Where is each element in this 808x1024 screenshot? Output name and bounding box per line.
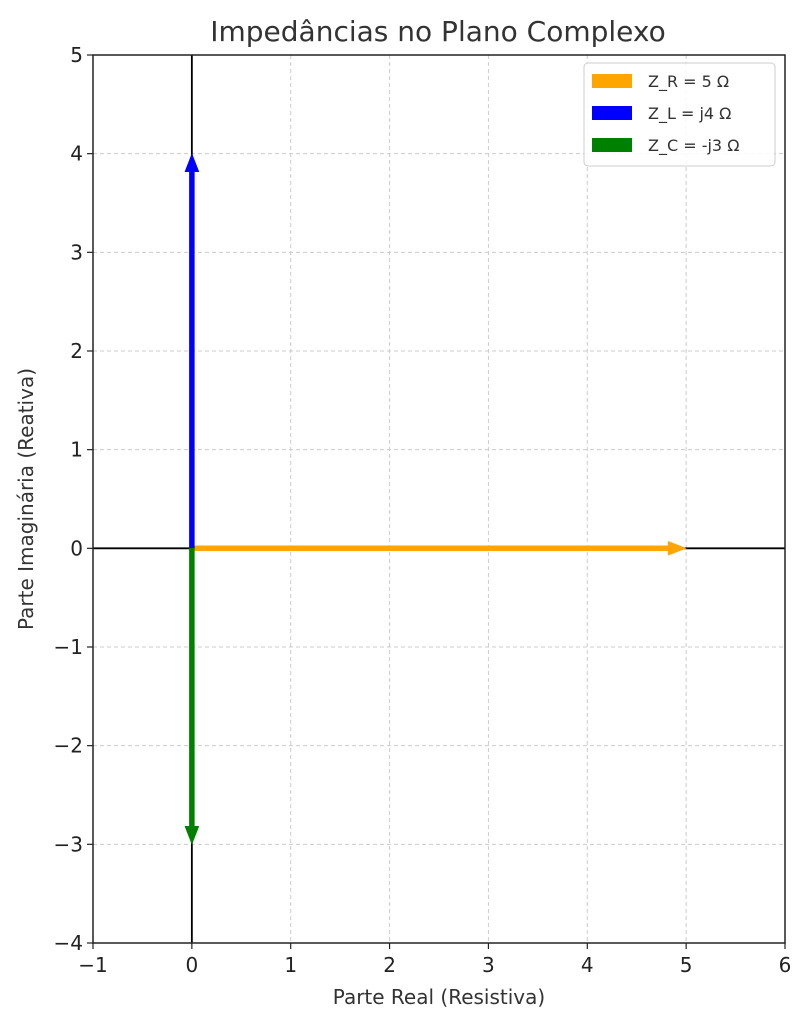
grid xyxy=(92,54,786,944)
legend-label: Z_R = 5 Ω xyxy=(648,72,729,92)
legend-swatch xyxy=(592,74,632,88)
y-tick-label: −4 xyxy=(54,931,83,955)
x-tick-label: 5 xyxy=(680,953,693,977)
x-tick-label: 0 xyxy=(185,953,198,977)
legend-label: Z_L = j4 Ω xyxy=(648,104,731,124)
legend: Z_R = 5 Ω Z_L = j4 Ω Z_C = -j3 Ω xyxy=(583,62,776,167)
legend-swatch xyxy=(592,138,632,152)
x-axis-label: Parte Real (Resistiva) xyxy=(333,985,545,1009)
zero-axes xyxy=(93,55,785,943)
ticks: −1 0 1 2 3 4 5 6 −4 −3 −2 −1 0 1 2 3 4 5 xyxy=(54,43,792,977)
chart-title: Impedâncias no Plano Complexo xyxy=(210,15,666,48)
vector-z-c-j3 xyxy=(184,548,200,845)
y-tick-label: 4 xyxy=(70,142,83,166)
vectors xyxy=(184,153,687,845)
vector-z-l-j4 xyxy=(184,153,200,549)
y-tick-label: 5 xyxy=(70,43,83,67)
x-tick-label: −1 xyxy=(78,953,107,977)
y-tick-label: 1 xyxy=(70,438,83,462)
y-tick-label: −3 xyxy=(54,832,83,856)
y-axis-label: Parte Imaginária (Reativa) xyxy=(14,368,38,630)
legend-label: Z_C = -j3 Ω xyxy=(648,136,739,156)
x-tick-label: 1 xyxy=(284,953,297,977)
plot-frame xyxy=(92,54,786,944)
vector-z-r-5 xyxy=(191,540,687,556)
y-tick-label: −2 xyxy=(54,734,83,758)
y-tick-label: −1 xyxy=(54,635,83,659)
x-tick-label: 3 xyxy=(482,953,495,977)
y-tick-label: 3 xyxy=(70,240,83,264)
y-tick-label: 0 xyxy=(70,536,83,560)
legend-swatch xyxy=(592,106,632,120)
y-tick-label: 2 xyxy=(70,339,83,363)
x-tick-label: 6 xyxy=(779,953,792,977)
x-tick-label: 4 xyxy=(581,953,594,977)
x-tick-label: 2 xyxy=(383,953,396,977)
